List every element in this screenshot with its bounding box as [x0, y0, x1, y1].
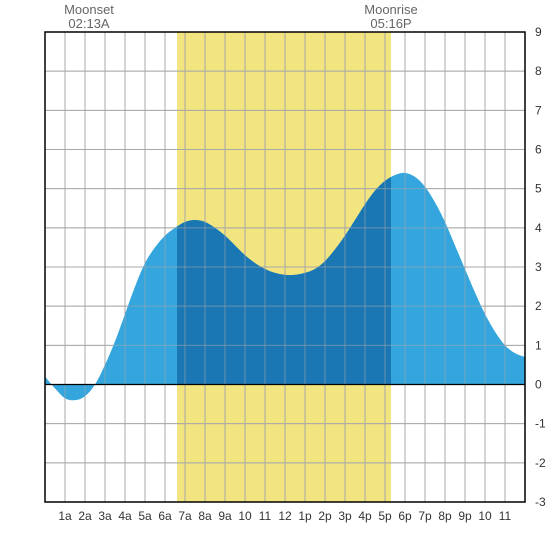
- x-tick-label: 10: [238, 509, 252, 523]
- x-tick-label: 2p: [318, 509, 332, 523]
- x-tick-label: 11: [259, 509, 272, 523]
- chart-svg: 1a2a3a4a5a6a7a8a9a1011121p2p3p4p5p6p7p8p…: [0, 0, 550, 550]
- x-tick-label: 11: [499, 509, 512, 523]
- y-tick-label: 5: [535, 182, 542, 196]
- y-tick-label: 2: [535, 299, 542, 313]
- x-tick-label: 5a: [138, 509, 152, 523]
- y-tick-label: -2: [535, 456, 546, 470]
- x-tick-label: 3p: [338, 509, 352, 523]
- annotation-time: 02:13A: [68, 16, 110, 31]
- annotation: Moonset02:13A: [64, 2, 114, 31]
- y-tick-label: 9: [535, 25, 542, 39]
- x-tick-label: 10: [478, 509, 492, 523]
- y-tick-label: -1: [535, 417, 546, 431]
- x-tick-label: 12: [278, 509, 292, 523]
- x-tick-label: 9a: [218, 509, 232, 523]
- annotation: Moonrise05:16P: [364, 2, 417, 31]
- x-tick-label: 1a: [58, 509, 72, 523]
- y-tick-label: 7: [535, 103, 542, 117]
- y-tick-label: 8: [535, 64, 542, 78]
- x-tick-label: 5p: [378, 509, 392, 523]
- y-tick-label: 0: [535, 378, 542, 392]
- x-tick-label: 2a: [78, 509, 92, 523]
- x-tick-label: 8a: [198, 509, 212, 523]
- y-tick-label: 1: [535, 338, 542, 352]
- x-tick-label: 6a: [158, 509, 172, 523]
- annotation-label: Moonrise: [364, 2, 417, 17]
- x-tick-label: 7a: [178, 509, 192, 523]
- tide-chart: 1a2a3a4a5a6a7a8a9a1011121p2p3p4p5p6p7p8p…: [0, 0, 550, 550]
- y-tick-label: 4: [535, 221, 542, 235]
- x-tick-label: 3a: [98, 509, 112, 523]
- x-tick-label: 6p: [398, 509, 412, 523]
- x-tick-label: 7p: [418, 509, 432, 523]
- annotation-time: 05:16P: [370, 16, 411, 31]
- x-tick-label: 9p: [458, 509, 472, 523]
- y-tick-label: 3: [535, 260, 542, 274]
- x-tick-label: 8p: [438, 509, 452, 523]
- y-tick-label: -3: [535, 495, 546, 509]
- x-tick-label: 4p: [358, 509, 372, 523]
- x-tick-label: 4a: [118, 509, 132, 523]
- annotation-label: Moonset: [64, 2, 114, 17]
- x-tick-label: 1p: [298, 509, 312, 523]
- y-tick-label: 6: [535, 143, 542, 157]
